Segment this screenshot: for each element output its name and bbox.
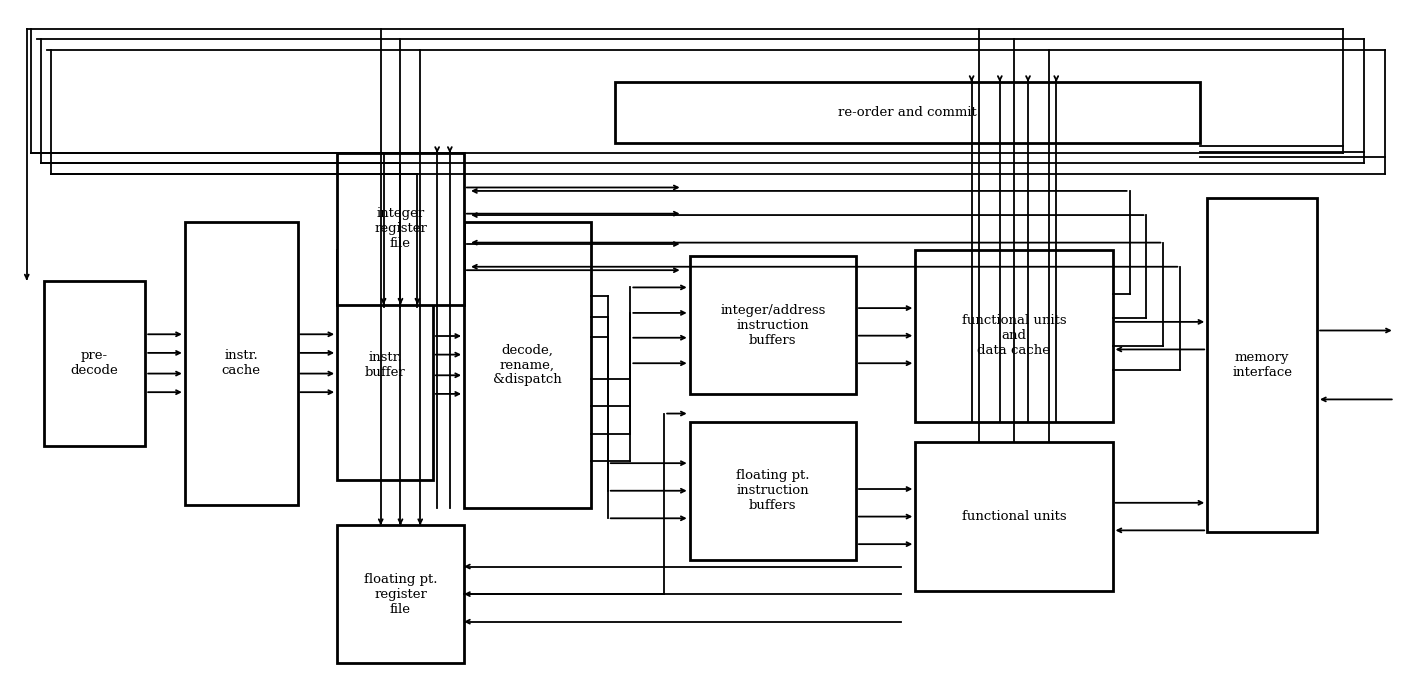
Bar xyxy=(338,250,432,480)
Text: floating pt.
instruction
buffers: floating pt. instruction buffers xyxy=(736,469,810,512)
Bar xyxy=(916,442,1112,591)
Text: decode,
rename,
&dispatch: decode, rename, &dispatch xyxy=(493,343,562,386)
Bar xyxy=(463,222,591,508)
Text: functional units
and
data cache: functional units and data cache xyxy=(962,314,1067,357)
Text: instr.
buffer: instr. buffer xyxy=(365,351,406,379)
Bar xyxy=(690,257,856,394)
Text: instr.
cache: instr. cache xyxy=(222,349,260,377)
Text: memory
interface: memory interface xyxy=(1232,351,1291,379)
Bar xyxy=(1207,198,1317,532)
Bar xyxy=(690,422,856,560)
Text: re-order and commit: re-order and commit xyxy=(838,106,976,119)
Bar xyxy=(338,153,463,304)
Bar xyxy=(44,280,146,446)
Text: integer/address
instruction
buffers: integer/address instruction buffers xyxy=(721,304,825,347)
Text: floating pt.
register
file: floating pt. register file xyxy=(363,572,437,616)
Text: pre-
decode: pre- decode xyxy=(71,349,119,377)
Bar xyxy=(185,222,298,504)
Text: functional units: functional units xyxy=(962,510,1067,523)
Bar xyxy=(338,525,463,663)
Text: integer
register
file: integer register file xyxy=(374,208,427,251)
Bar xyxy=(615,82,1200,143)
Bar xyxy=(916,250,1112,422)
